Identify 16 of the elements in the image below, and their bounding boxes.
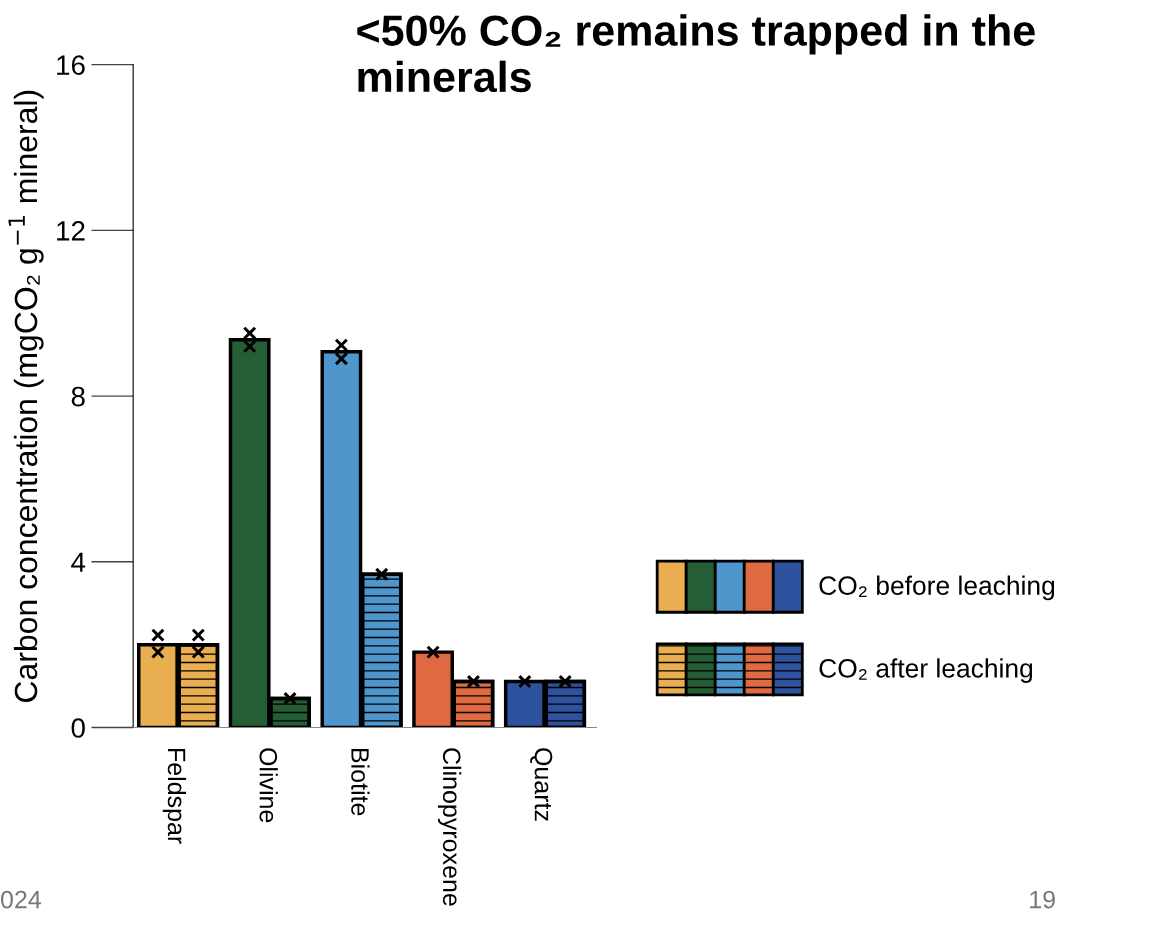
x-tick-label: Quartz (530, 748, 553, 821)
x-tick-label: Olivine (259, 748, 278, 823)
text: 024 (0, 890, 41, 909)
y-axis-title: Carbon concentration (mgCO₂ g$^{−1}$ mineral) (8, 90, 44, 702)
y-tick-label: 4 (71, 552, 86, 572)
legend-label: CO₂ before leaching (819, 575, 1055, 601)
y-tick-label: 8 (71, 386, 85, 407)
y-tick-label: 12 (57, 221, 85, 241)
y-tick-label: 16 (57, 55, 85, 76)
x-tick-label: Biotite (351, 749, 370, 816)
text: CO₂ after leaching (819, 658, 1033, 683)
x-tick-label: Feldspar (162, 749, 187, 844)
text: <50% CO₂ remains trapped in the minerals (357, 14, 1035, 93)
y-tick-label: 0 (71, 718, 85, 738)
text: 19 (1030, 890, 1055, 909)
x-tick-label: Clinopyroxene (437, 748, 462, 906)
